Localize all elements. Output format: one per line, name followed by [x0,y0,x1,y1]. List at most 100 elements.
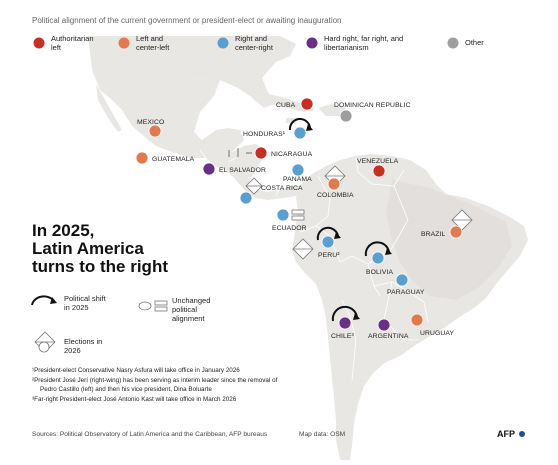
unchanged-bar-icon [154,300,168,306]
legend-swatch-authoritarian-left [33,37,45,49]
country-label-paraguay: PARAGUAY [387,289,425,296]
central-america-land [206,144,304,200]
marker-peru [321,235,335,249]
legend: Authoritarian left Left and center-left … [33,34,484,52]
legend-label-line1: Other [465,38,484,47]
footnote-2-cont: Pedro Castillo (left) and then his vice … [40,386,212,393]
shift-arrowhead-peru [334,232,341,239]
footnote-1: ¹President-elect Conservative Nasry Asfu… [32,367,240,374]
country-label-colombia: COLOMBIA [317,192,354,199]
country-label-cuba: CUBA [276,102,296,109]
key-elections-line2: 2026 [64,346,81,355]
land-layer [88,36,528,460]
country-label-ecuador: ECUADOR [272,225,307,232]
key-elections-line1: Elections in [64,337,102,346]
marker-nicaragua [254,146,268,160]
footnote-2: ²President José Jerí (right-wing) has be… [32,377,278,384]
afp-logo: AFP [497,429,525,439]
ballot-costa-rica [245,177,263,195]
marker-colombia [327,177,341,191]
marker-paraguay [395,273,409,287]
marker-panama [291,163,305,177]
title-block: In 2025, Latin America turns to the righ… [32,221,168,276]
legend-label-line2: libertarianism [324,43,369,52]
baja-land [96,84,122,132]
marker-venezuela [372,164,386,178]
marker-uruguay [410,313,424,327]
key-unchanged-line2: political [172,305,197,314]
country-label-venezuela: VENEZUELA [357,158,399,165]
north-america-land [88,36,296,108]
country-label-el-salvador: EL SALVADOR [219,167,266,174]
legend-label-line1: Right and [235,34,267,43]
unchanged-bar-icon [154,306,168,312]
country-label-dominican-republic: DOMINICAN REPUBLIC [334,102,411,109]
country-label-guatemala: GUATEMALA [152,156,195,163]
key-unchanged-line3: alignment [172,314,205,323]
country-label-argentina: ARGENTINA [368,333,409,340]
footnote-3: ³Far-right President-elect José Antonio … [32,396,237,403]
unchanged-symbol-ecuador [291,209,305,221]
footnotes: ¹President-elect Conservative Nasry Asfu… [32,367,278,403]
cuba-land [252,94,314,112]
key-political-shift: Political shift in 2025 [31,294,107,312]
shift-arrow-bolivia [364,241,390,257]
legend-item-left-center-left: Left and center-left [118,34,170,52]
marker-mexico [148,124,162,138]
country-label-chile: CHILE³ [331,333,355,340]
subtitle: Political alignment of the current gover… [32,16,342,25]
marker-costa-rica [239,191,253,205]
shift-arrow-chile [331,305,358,322]
afp-dot-icon [519,431,525,437]
brazil-interior-shade [386,180,512,300]
central-america-ticks [228,148,252,157]
shift-arrowhead-bolivia [385,248,392,255]
shift-arrow-honduras [288,118,311,131]
ballot-circle-icon [38,341,50,353]
legend-item-hard-right: Hard right, far right, and libertarianis… [306,34,403,52]
key-unchanged-line1: Unchanged [172,296,210,305]
country-label-peru: PERU² [318,252,340,259]
afp-brand: AFP [497,429,515,439]
marker-cuba [300,97,314,111]
marker-bolivia [371,251,385,265]
shift-arrowhead-honduras [306,124,313,131]
hispaniola-land [318,104,346,116]
legend-item-other: Other [447,37,484,49]
marker-honduras [293,126,307,140]
key-unchanged: Unchanged political alignment [138,296,210,323]
shift-arrowhead-chile [353,313,360,320]
legend-swatch-other [447,37,459,49]
map-data-credit: Map data: OSM [299,431,345,438]
sources: Sources: Political Observatory of Latin … [32,431,268,438]
marker-chile [338,316,352,330]
marker-guatemala [135,151,149,165]
legend-label-line1: Hard right, far right, and [324,34,403,43]
marker-argentina [377,318,391,332]
ballot-brazil [451,209,473,231]
key-shift-line1: Political shift [64,294,107,303]
shift-arrowhead-icon [50,297,57,304]
mexico-land [92,70,244,158]
legend-item-authoritarian-left: Authoritarian left [33,34,94,52]
legend-label-line2: center-right [235,43,274,52]
country-label-honduras: HONDURAS¹ [243,131,286,138]
country-label-uruguay: URUGUAY [420,330,455,337]
title-line-3: turns to the right [32,257,168,276]
marker-el-salvador [202,162,216,176]
unchanged-circle-icon [138,301,152,311]
marker-ecuador [276,208,290,222]
key-elections: Elections in 2026 [34,331,102,355]
key-shift-line2: in 2025 [64,303,89,312]
country-label-costa-rica: COSTA RICA [261,185,303,192]
title-line-2: Latin America [32,239,144,258]
symbol-key: Political shift in 2025 Unchanged politi… [31,294,210,355]
ballot-peru [292,238,314,260]
marker-brazil [449,225,463,239]
legend-label-line2: center-left [136,43,170,52]
shift-arrow-peru [316,226,339,241]
country-label-bolivia: BOLIVIA [366,269,394,276]
legend-label-line1: Authoritarian [51,34,94,43]
country-label-nicaragua: NICARAGUA [271,151,313,158]
